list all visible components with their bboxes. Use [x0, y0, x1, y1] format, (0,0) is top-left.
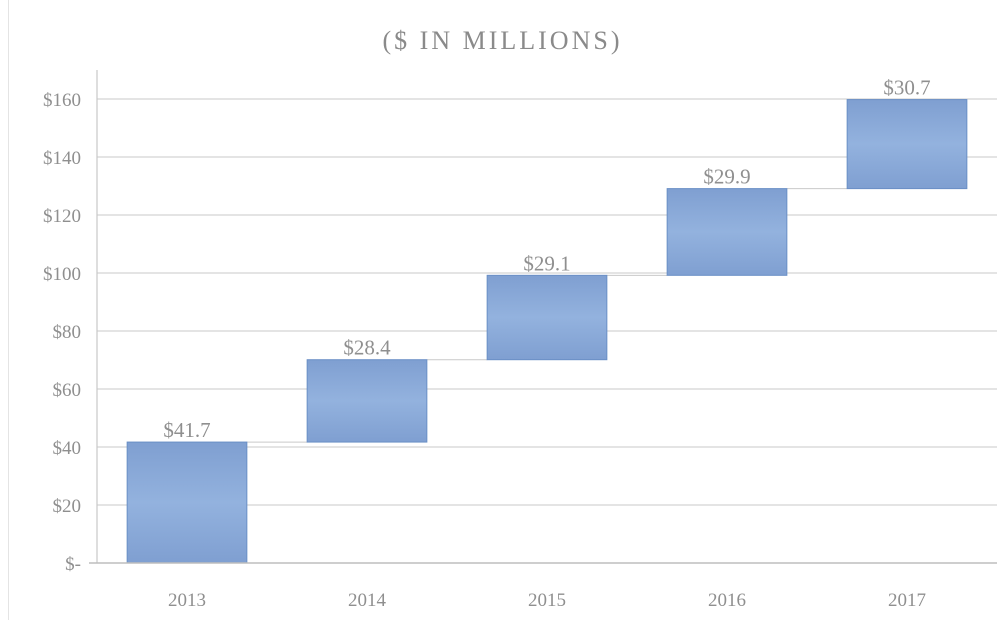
y-tick-label: $100 [43, 264, 81, 285]
y-tick-label: $140 [43, 148, 81, 169]
data-label-2014: $28.4 [343, 336, 391, 360]
y-tick-label: $40 [53, 438, 82, 459]
bar-2015 [486, 274, 608, 361]
chart-title: ($ IN MILLIONS) [382, 26, 623, 55]
bar-2016 [666, 188, 788, 276]
data-label-2013: $41.7 [163, 418, 210, 442]
y-tick-label: $120 [43, 206, 81, 227]
bar-2014 [306, 359, 428, 443]
chart-border [8, 0, 9, 620]
y-tick-label: $20 [53, 496, 82, 517]
y-tick-label: $80 [53, 322, 82, 343]
label-layer: $41.7 $28.4 $29.1 $29.9 $30.7 [163, 76, 930, 442]
y-tick-label: $160 [43, 90, 81, 111]
x-tick-label-2014: 2014 [348, 590, 387, 611]
y-tick-label: $- [65, 554, 81, 575]
data-label-2017: $30.7 [883, 76, 930, 100]
data-label-2015: $29.1 [523, 251, 570, 275]
bar-layer [126, 99, 968, 564]
x-tick-label-2017: 2017 [888, 590, 926, 611]
bar-2017 [846, 99, 968, 190]
bar-2013 [126, 441, 248, 564]
x-tick-label-2016: 2016 [708, 590, 746, 611]
x-tick-label-2015: 2015 [528, 590, 566, 611]
connector-layer [246, 188, 848, 443]
y-tick-label: $60 [53, 380, 82, 401]
axis-layer: $- $20 $40 $60 $80 $100 $120 $140 $160 2013 2014 20… [43, 70, 997, 611]
x-tick-label-2013: 2013 [168, 590, 206, 611]
data-label-2016: $29.9 [703, 165, 750, 189]
